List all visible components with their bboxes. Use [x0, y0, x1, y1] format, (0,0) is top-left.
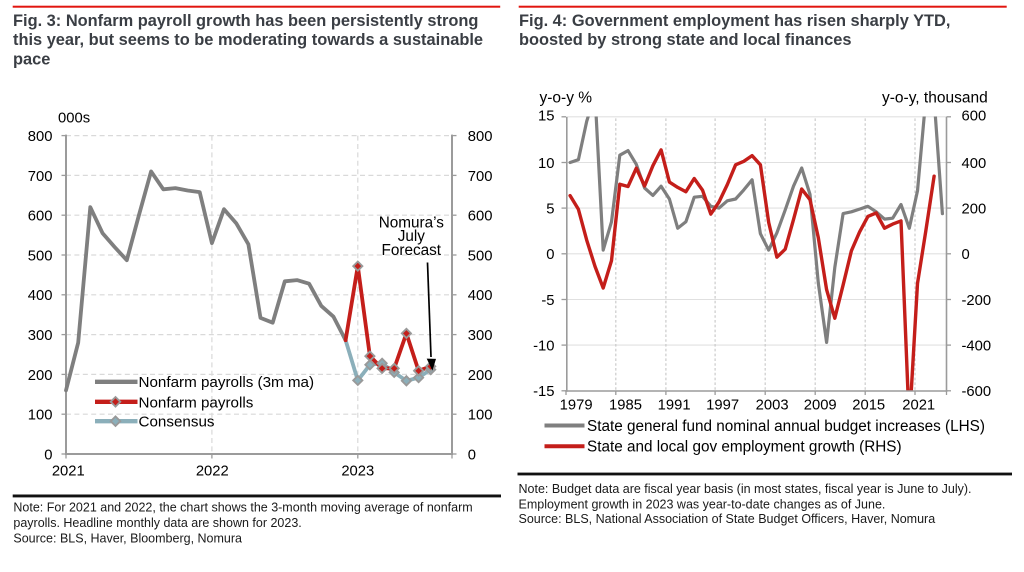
- svg-text:200: 200: [468, 368, 493, 384]
- svg-text:800: 800: [28, 129, 53, 145]
- svg-text:2021: 2021: [52, 464, 85, 480]
- svg-text:July: July: [398, 228, 426, 245]
- svg-text:100: 100: [468, 408, 493, 424]
- svg-text:2015: 2015: [852, 398, 885, 414]
- svg-text:000s: 000s: [58, 111, 90, 127]
- svg-text:-10: -10: [533, 339, 554, 355]
- svg-text:0: 0: [962, 247, 970, 263]
- svg-text:pace: pace: [13, 50, 50, 68]
- svg-text:-200: -200: [962, 293, 992, 309]
- svg-text:100: 100: [28, 408, 53, 424]
- svg-text:-400: -400: [962, 339, 992, 355]
- svg-text:Nonfarm payrolls (3m ma): Nonfarm payrolls (3m ma): [139, 374, 315, 391]
- svg-text:400: 400: [962, 156, 987, 172]
- svg-text:Fig. 3: Nonfarm payroll growth: Fig. 3: Nonfarm payroll growth has been …: [13, 12, 478, 30]
- svg-text:2003: 2003: [756, 398, 789, 414]
- svg-text:y-o-y, thousand: y-o-y, thousand: [882, 90, 988, 107]
- svg-text:State general fund nominal ann: State general fund nominal annual budget…: [587, 418, 985, 435]
- svg-text:State and local gov employment: State and local gov employment growth (R…: [587, 439, 902, 456]
- svg-text:1979: 1979: [560, 398, 593, 414]
- svg-text:10: 10: [538, 156, 554, 172]
- svg-text:300: 300: [468, 328, 493, 344]
- svg-text:400: 400: [468, 288, 493, 304]
- svg-text:5: 5: [546, 202, 554, 218]
- svg-text:600: 600: [28, 209, 53, 225]
- svg-text:-15: -15: [533, 384, 554, 400]
- svg-text:payrolls. Headline monthly dat: payrolls. Headline monthly data are show…: [13, 516, 301, 530]
- svg-text:Note: For 2021 and 2022, the c: Note: For 2021 and 2022, the chart shows…: [13, 501, 472, 515]
- svg-text:Fig. 4: Government employment: Fig. 4: Government employment has risen …: [519, 12, 950, 30]
- svg-text:y-o-y %: y-o-y %: [540, 90, 593, 107]
- svg-text:Nomura’s: Nomura’s: [379, 214, 445, 231]
- svg-text:1997: 1997: [706, 398, 739, 414]
- svg-text:1991: 1991: [658, 398, 691, 414]
- svg-text:1985: 1985: [609, 398, 642, 414]
- svg-text:500: 500: [28, 248, 53, 264]
- svg-text:2021: 2021: [902, 398, 935, 414]
- svg-text:15: 15: [538, 108, 554, 124]
- svg-text:600: 600: [962, 108, 987, 124]
- svg-text:0: 0: [546, 247, 554, 263]
- svg-text:700: 700: [468, 169, 493, 185]
- svg-text:boosted by strong state and lo: boosted by strong state and local financ…: [519, 31, 851, 49]
- svg-text:400: 400: [28, 288, 53, 304]
- svg-text:this year, but seems to be mod: this year, but seems to be moderating to…: [13, 31, 483, 49]
- svg-text:0: 0: [44, 447, 52, 463]
- svg-text:200: 200: [962, 202, 987, 218]
- svg-text:2023: 2023: [341, 464, 374, 480]
- svg-text:Nonfarm payrolls: Nonfarm payrolls: [139, 394, 254, 411]
- svg-text:2022: 2022: [196, 464, 229, 480]
- svg-text:2009: 2009: [804, 398, 837, 414]
- svg-text:Forecast: Forecast: [382, 242, 442, 259]
- svg-text:Consensus: Consensus: [139, 414, 215, 431]
- svg-text:700: 700: [28, 169, 53, 185]
- svg-text:600: 600: [468, 209, 493, 225]
- svg-text:800: 800: [468, 129, 493, 145]
- svg-text:-5: -5: [541, 293, 554, 309]
- svg-text:Source: BLS, National Associat: Source: BLS, National Association of Sta…: [519, 512, 936, 526]
- svg-text:Source: BLS, Haver, Bloomberg,: Source: BLS, Haver, Bloomberg, Nomura: [13, 532, 242, 546]
- svg-text:Note: Budget data are fiscal y: Note: Budget data are fiscal year basis …: [519, 482, 972, 496]
- svg-text:Employment growth in 2023 was: Employment growth in 2023 was year-to-da…: [519, 497, 886, 511]
- svg-text:300: 300: [28, 328, 53, 344]
- svg-text:-600: -600: [962, 384, 992, 400]
- svg-text:500: 500: [468, 248, 493, 264]
- svg-text:200: 200: [28, 368, 53, 384]
- svg-text:0: 0: [468, 447, 476, 463]
